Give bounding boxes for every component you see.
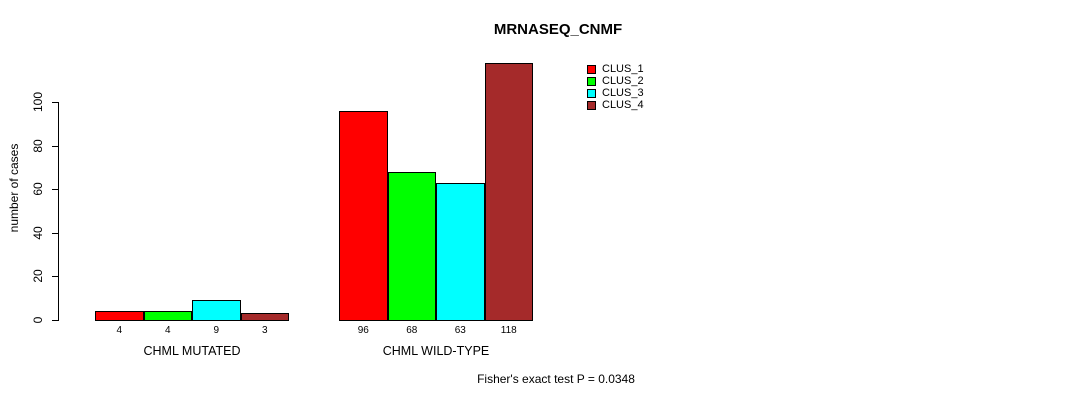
bar-value-label: 96 [357, 325, 369, 336]
bar-value-label: 9 [213, 325, 220, 336]
legend-label: CLUS_2 [602, 75, 644, 87]
y-tick [52, 189, 59, 191]
legend-swatch [587, 76, 596, 86]
y-tick [52, 102, 59, 103]
y-axis-title: number of cases [7, 143, 21, 233]
bar [387, 171, 436, 322]
y-tick-label: 40 [31, 226, 45, 240]
y-tick-label: 60 [31, 182, 45, 196]
bar-value-label: 118 [500, 325, 517, 336]
bar [436, 182, 485, 322]
y-tick [52, 232, 59, 234]
group-label: CHML MUTATED [143, 344, 241, 358]
legend-swatch [587, 64, 596, 74]
bar [240, 313, 289, 322]
legend-label: CLUS_3 [602, 87, 644, 99]
legend-swatch [587, 88, 596, 98]
group-label: CHML WILD-TYPE [382, 344, 490, 358]
bar-value-label: 4 [164, 325, 171, 336]
y-tick-label: 100 [31, 91, 45, 113]
bar [192, 300, 241, 322]
bar [95, 311, 144, 322]
bar [339, 110, 388, 322]
legend-item: CLUS_3 [587, 87, 644, 99]
y-tick-label: 0 [31, 316, 45, 324]
legend-item: CLUS_2 [587, 75, 644, 87]
bar-value-label: 3 [261, 325, 268, 336]
y-tick-label: 80 [31, 138, 45, 153]
bar [143, 311, 192, 322]
bar [484, 62, 533, 322]
fisher-test-annotation: Fisher's exact test P = 0.0348 [477, 372, 635, 386]
y-tick [52, 276, 59, 278]
legend-label: CLUS_4 [602, 99, 644, 111]
legend-item: CLUS_4 [587, 99, 644, 111]
chart-title: MRNASEQ_CNMF [493, 21, 623, 38]
legend-swatch [587, 100, 596, 110]
legend-item: CLUS_1 [587, 63, 644, 75]
y-axis-line [58, 102, 59, 320]
bar-value-label: 68 [406, 325, 418, 336]
bar-value-label: 4 [116, 325, 123, 336]
y-tick-label: 20 [31, 269, 45, 284]
bar-value-label: 63 [454, 325, 466, 336]
y-tick [52, 145, 59, 147]
legend-label: CLUS_1 [602, 63, 644, 75]
y-tick [52, 320, 59, 321]
